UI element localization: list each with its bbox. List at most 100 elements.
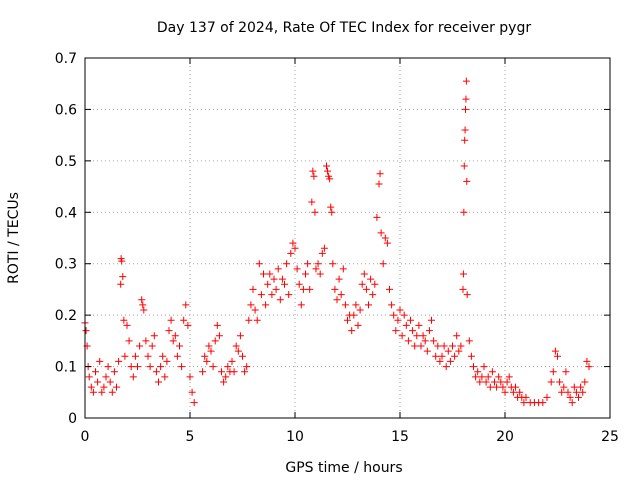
data-point xyxy=(201,352,209,360)
data-point xyxy=(161,373,169,381)
data-point xyxy=(335,275,343,283)
data-point xyxy=(318,249,326,257)
y-axis-label: ROTI / TECUs xyxy=(6,192,22,284)
data-point xyxy=(419,332,427,340)
data-point xyxy=(348,327,356,335)
data-point xyxy=(362,285,370,293)
y-tick-label: 0.7 xyxy=(55,51,77,67)
data-point xyxy=(341,301,349,309)
data-point xyxy=(480,363,488,371)
data-point xyxy=(104,363,112,371)
data-point xyxy=(579,388,587,396)
data-point xyxy=(142,337,150,345)
data-point xyxy=(113,383,120,391)
data-point xyxy=(516,388,524,396)
x-tick-label: 0 xyxy=(81,429,90,445)
y-tick-label: 0.4 xyxy=(55,205,77,221)
data-point xyxy=(274,265,282,273)
data-point xyxy=(138,296,146,304)
data-point xyxy=(205,342,213,350)
data-point xyxy=(482,378,490,386)
data-point xyxy=(499,383,507,391)
data-point xyxy=(241,368,249,376)
data-point xyxy=(297,301,305,309)
data-point xyxy=(486,383,494,391)
data-point xyxy=(148,342,156,350)
data-point xyxy=(551,347,559,355)
data-point xyxy=(566,393,574,401)
data-point xyxy=(283,260,291,268)
data-point xyxy=(152,368,160,376)
data-point xyxy=(306,285,314,293)
data-point xyxy=(188,388,196,396)
data-point xyxy=(299,285,307,293)
data-point xyxy=(178,363,186,371)
data-point xyxy=(291,244,299,252)
data-point xyxy=(163,357,171,365)
data-point xyxy=(402,321,410,329)
y-tick-label: 0 xyxy=(68,411,77,427)
data-point xyxy=(501,388,509,396)
data-point xyxy=(413,332,421,340)
data-point xyxy=(520,399,528,407)
data-point xyxy=(139,301,147,309)
data-point xyxy=(396,306,404,314)
data-point xyxy=(98,388,106,396)
data-point xyxy=(356,306,364,314)
data-point xyxy=(369,291,377,299)
data-point xyxy=(352,301,360,309)
data-point xyxy=(257,291,265,299)
data-point xyxy=(577,383,585,391)
data-point xyxy=(344,316,351,324)
data-point xyxy=(462,105,470,113)
data-point xyxy=(146,363,154,371)
data-point xyxy=(176,342,183,350)
data-point xyxy=(503,378,511,386)
data-point xyxy=(367,275,375,283)
data-point xyxy=(465,337,473,345)
data-point xyxy=(434,342,442,350)
data-point xyxy=(575,393,582,401)
data-point xyxy=(253,316,261,324)
data-point xyxy=(354,321,362,329)
data-point xyxy=(375,180,383,188)
data-point xyxy=(278,275,286,283)
x-tick-label: 20 xyxy=(496,429,514,445)
data-point xyxy=(308,198,316,206)
data-point xyxy=(444,347,452,355)
data-point xyxy=(326,175,334,183)
data-point xyxy=(186,373,194,381)
data-point xyxy=(100,383,108,391)
data-point xyxy=(171,332,179,340)
data-point xyxy=(415,321,423,329)
data-point xyxy=(125,337,133,345)
data-point xyxy=(339,265,347,273)
data-point xyxy=(213,321,221,329)
data-point xyxy=(134,363,141,371)
data-point xyxy=(123,321,131,329)
data-point xyxy=(585,363,593,371)
data-point xyxy=(438,352,446,360)
data-point xyxy=(302,270,309,278)
data-point xyxy=(522,393,530,401)
data-point xyxy=(442,363,450,371)
data-point xyxy=(165,327,173,335)
y-tick-label: 0.6 xyxy=(55,102,77,118)
data-point xyxy=(110,368,118,376)
y-tick-label: 0.5 xyxy=(55,154,77,170)
data-point xyxy=(461,136,469,144)
data-point xyxy=(460,208,468,216)
data-point xyxy=(236,332,244,340)
data-point xyxy=(386,285,393,293)
data-point xyxy=(327,203,335,211)
data-point xyxy=(127,363,135,371)
data-point xyxy=(572,388,580,396)
data-point xyxy=(251,306,259,314)
data-point xyxy=(276,296,284,304)
data-point xyxy=(428,316,435,324)
data-point xyxy=(461,126,469,134)
data-point xyxy=(358,280,366,288)
data-point xyxy=(157,363,165,371)
y-tick-label: 0.3 xyxy=(55,257,77,273)
